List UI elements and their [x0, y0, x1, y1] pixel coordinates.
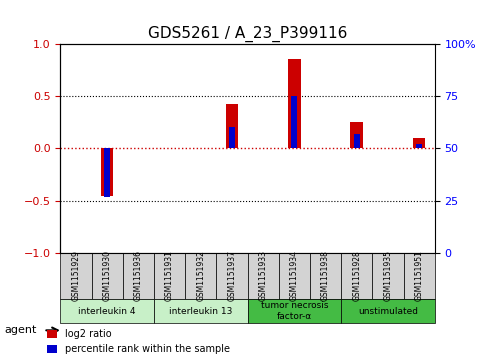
Text: agent: agent: [5, 325, 37, 335]
Text: GSM1151934: GSM1151934: [290, 250, 299, 301]
Text: GSM1151930: GSM1151930: [103, 250, 112, 301]
Bar: [288, 59, 300, 148]
Text: interleukin 4: interleukin 4: [78, 307, 136, 316]
Text: tumor necrosis
factor-α: tumor necrosis factor-α: [260, 302, 328, 321]
FancyBboxPatch shape: [60, 299, 154, 323]
Text: unstimulated: unstimulated: [358, 307, 418, 316]
Title: GDS5261 / A_23_P399116: GDS5261 / A_23_P399116: [148, 26, 347, 42]
Text: GSM1151951: GSM1151951: [414, 250, 424, 301]
Text: interleukin 13: interleukin 13: [169, 307, 232, 316]
FancyBboxPatch shape: [185, 253, 216, 299]
Bar: [351, 122, 363, 148]
FancyBboxPatch shape: [341, 299, 435, 323]
FancyBboxPatch shape: [247, 299, 341, 323]
FancyBboxPatch shape: [216, 253, 247, 299]
Bar: [416, 144, 422, 148]
FancyBboxPatch shape: [154, 253, 185, 299]
Text: GSM1151938: GSM1151938: [321, 250, 330, 301]
FancyBboxPatch shape: [154, 299, 247, 323]
Text: GSM1151937: GSM1151937: [227, 250, 237, 301]
FancyBboxPatch shape: [279, 253, 310, 299]
Bar: [354, 134, 360, 148]
Text: GSM1151936: GSM1151936: [134, 250, 143, 301]
Text: GSM1151933: GSM1151933: [258, 250, 268, 301]
Legend: log2 ratio, percentile rank within the sample: log2 ratio, percentile rank within the s…: [43, 326, 234, 358]
Text: GSM1151935: GSM1151935: [384, 250, 392, 301]
Bar: [104, 148, 110, 197]
FancyBboxPatch shape: [60, 253, 92, 299]
FancyBboxPatch shape: [403, 253, 435, 299]
FancyBboxPatch shape: [310, 253, 341, 299]
Text: GSM1151932: GSM1151932: [196, 250, 205, 301]
FancyBboxPatch shape: [247, 253, 279, 299]
FancyBboxPatch shape: [372, 253, 403, 299]
FancyBboxPatch shape: [92, 253, 123, 299]
Text: GSM1151928: GSM1151928: [352, 250, 361, 301]
Bar: [101, 148, 114, 196]
Bar: [229, 127, 235, 148]
Text: GSM1151929: GSM1151929: [71, 250, 81, 301]
Bar: [413, 138, 426, 148]
Bar: [291, 96, 298, 148]
FancyBboxPatch shape: [123, 253, 154, 299]
Bar: [226, 104, 238, 148]
FancyBboxPatch shape: [341, 253, 372, 299]
Text: GSM1151931: GSM1151931: [165, 250, 174, 301]
